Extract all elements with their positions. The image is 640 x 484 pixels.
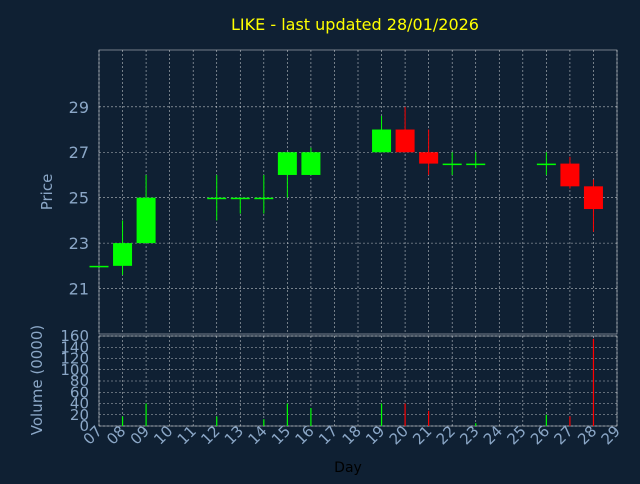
volume-tick-label: 40 — [70, 395, 89, 413]
candle-body — [277, 152, 297, 175]
candle-body — [536, 163, 556, 166]
price-tick-label: 27 — [69, 143, 89, 162]
candle-body — [230, 197, 250, 200]
candle-body — [136, 197, 156, 244]
volume-tick-label: 0 — [79, 417, 89, 435]
volume-tick-label: 100 — [60, 361, 89, 379]
candle-body — [113, 243, 133, 266]
volume-tick-label: 140 — [60, 338, 89, 356]
price-tick-label: 23 — [69, 234, 89, 253]
volume-tick-label: 20 — [70, 406, 89, 424]
candle-body — [207, 197, 227, 200]
volume-tick-label: 120 — [60, 350, 89, 368]
candle-body — [442, 163, 462, 166]
price-tick-label: 25 — [69, 189, 89, 208]
candle-body — [395, 129, 415, 153]
price-tick-label: 21 — [69, 280, 89, 299]
candle-body — [560, 163, 580, 187]
volume-tick-label: 160 — [60, 327, 89, 345]
candle-body — [89, 265, 109, 268]
price-axis-label: Price — [38, 174, 56, 211]
candle-body — [254, 197, 274, 200]
x-axis-label: Day — [334, 460, 362, 476]
candle-body — [301, 152, 321, 175]
volume-tick-label: 80 — [70, 372, 89, 390]
candle-body — [466, 163, 486, 166]
chart-title: LIKE - last updated 28/01/2026 — [231, 15, 479, 34]
volume-axis-label: Volume (0000) — [28, 325, 46, 435]
volume-tick-label: 60 — [70, 383, 89, 401]
price-tick-label: 29 — [69, 98, 89, 117]
candle-body — [583, 186, 603, 210]
candle-body — [419, 152, 439, 164]
candle-body — [372, 129, 392, 153]
